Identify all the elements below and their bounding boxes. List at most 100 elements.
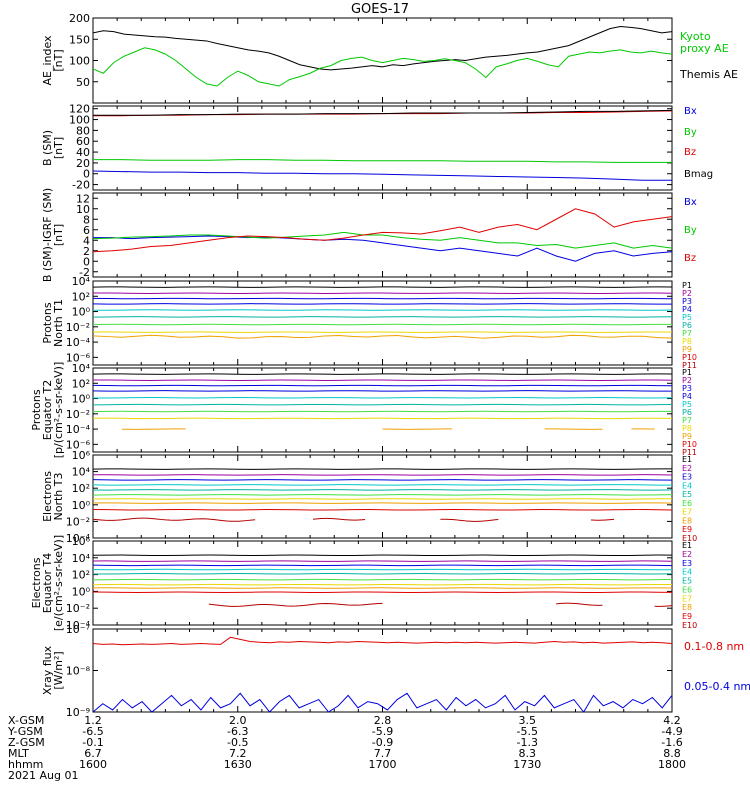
legend-p10: P10: [682, 353, 697, 362]
y-tick-label: 10⁴: [72, 275, 91, 288]
legend-p1: P1: [682, 368, 692, 377]
y-tick-label: 50: [76, 76, 90, 89]
x-tick-label: 1700: [369, 758, 397, 771]
series-e1: [93, 554, 672, 557]
panel-frame: [92, 540, 673, 626]
legend-e4: E4: [682, 481, 692, 490]
y-axis-label: AE_index[nT]: [41, 35, 65, 86]
legend-p8: P8: [682, 337, 692, 346]
x-tick-label: 7.2: [229, 747, 247, 760]
x-tick-label: 1.2: [84, 714, 102, 727]
legend-e9: E9: [682, 525, 692, 534]
y-tick-label: 10⁻⁴: [66, 336, 91, 349]
x-tick-label: 6.7: [84, 747, 102, 760]
y-tick-label: 6: [83, 224, 90, 237]
y-axis-label: B (SM)[nT]: [41, 130, 65, 166]
y-axis-label: Xray flux[W/m²]: [41, 645, 65, 695]
legend-p10: P10: [682, 440, 697, 449]
x-row-label: Z-GSM: [8, 736, 45, 749]
y-axis-label: ElectronsEquator T4[e/(cm²-s-sr-keV)]: [30, 535, 65, 631]
legend-bz: Bz: [684, 253, 696, 264]
series-e10: [556, 602, 603, 606]
y-tick-label: 10²: [72, 290, 90, 303]
legend-by: By: [684, 225, 697, 236]
y-tick-label: 10⁻⁷: [66, 623, 90, 636]
y-tick-label: 120: [69, 103, 90, 116]
legend-p11: P11: [682, 361, 697, 370]
panel-4: 10⁻⁶ 10⁻⁴ 10⁻² 10⁰ 10² 10⁴ ProtonsNorth T1 P1P2…: [41, 275, 697, 370]
legend-p11: P11: [682, 448, 697, 457]
series-e9: [93, 591, 672, 593]
y-tick-label: 10⁻⁶: [66, 438, 91, 451]
x-tick-label: -0.5: [227, 736, 248, 749]
legend-e5: E5: [682, 577, 692, 586]
y-axis-label: ProtonsEquator T2[p/(cm²-s-sr-keV)]: [30, 362, 65, 459]
x-tick-label: 8.3: [519, 747, 537, 760]
legend-e2: E2: [682, 464, 692, 473]
y-tick-label: 8: [83, 213, 90, 226]
legend-e6: E6: [682, 499, 692, 508]
series-bmag: [93, 109, 672, 116]
legend-e10: E10: [682, 621, 697, 630]
y-axis-label: B (SM)-IGRF (SM)[nT]: [41, 188, 65, 282]
legend-kyoto-proxy-ae: Kyoto proxy AE: [680, 30, 729, 55]
series-e5: [93, 573, 672, 575]
y-tick-label: 10⁴: [72, 552, 91, 565]
series-themis-ae: [93, 25, 672, 71]
y-tick-label: 150: [69, 33, 90, 46]
series-0-05-0-4-nm: [93, 692, 672, 712]
legend-e3: E3: [682, 559, 692, 568]
y-tick-label: 10⁶: [72, 449, 91, 462]
date-label: 2021 Aug 01: [8, 769, 78, 782]
y-tick-label: 10⁻²: [66, 321, 90, 334]
legend-e8: E8: [682, 516, 692, 525]
y-tick-label: 10⁻²: [66, 602, 90, 615]
legend-e5: E5: [682, 490, 692, 499]
y-tick-label: 10⁶: [72, 535, 91, 548]
legend-e7: E7: [682, 594, 692, 603]
x-tick-label: 3.5: [519, 714, 537, 727]
panel-1: 50 100 150 200 AE_index[nT] Kyoto proxy AE Them…: [41, 12, 738, 104]
x-tick-label: 8.8: [663, 747, 681, 760]
legend-bz: Bz: [684, 147, 696, 158]
x-tick-label: -0.9: [372, 736, 393, 749]
y-tick-label: 10⁰: [72, 585, 91, 598]
x-row-label: X-GSM: [8, 714, 44, 727]
x-row-label: MLT: [8, 747, 29, 760]
x-tick-label: -5.9: [372, 725, 393, 738]
y-tick-label: 10⁻⁴: [66, 423, 91, 436]
chart-title: GOES-17: [351, 2, 409, 17]
y-tick-label: 10⁻⁹: [66, 706, 90, 719]
x-tick-label: 1630: [224, 758, 252, 771]
x-tick-label: 7.7: [374, 747, 392, 760]
y-tick-label: 0: [83, 168, 90, 181]
y-tick-label: 100: [69, 55, 90, 68]
series-e10: [208, 602, 383, 607]
series-by: [93, 231, 672, 249]
legend-p8: P8: [682, 424, 692, 433]
y-tick-label: 4: [83, 234, 90, 247]
x-tick-label: -0.1: [82, 736, 103, 749]
y-axis-label: ProtonsNorth T1: [41, 299, 65, 347]
y-tick-label: 10²: [72, 569, 90, 582]
series-0-1-0-8-nm: [93, 636, 672, 646]
y-tick-label: 10²: [72, 482, 90, 495]
legend-e8: E8: [682, 603, 692, 612]
legend-e9: E9: [682, 612, 692, 621]
legend-e3: E3: [682, 473, 692, 482]
series-e10: [440, 518, 499, 522]
legend-p3: P3: [682, 384, 692, 393]
series-bx: [93, 235, 672, 262]
panel-7: 10⁻⁴ 10⁻² 10⁰ 10² 10⁴ 10⁶ ElectronsEquator T4[…: [30, 535, 697, 632]
y-tick-label: 10⁻²: [66, 408, 90, 421]
series-e8: [93, 587, 672, 589]
legend-e6: E6: [682, 585, 692, 594]
legend-e1: E1: [682, 541, 692, 550]
legend-bx: Bx: [684, 106, 697, 117]
y-tick-label: 100: [69, 114, 90, 127]
x-tick-label: -5.5: [517, 725, 538, 738]
y-tick-label: -2: [79, 266, 90, 279]
series-e10: [312, 517, 366, 521]
